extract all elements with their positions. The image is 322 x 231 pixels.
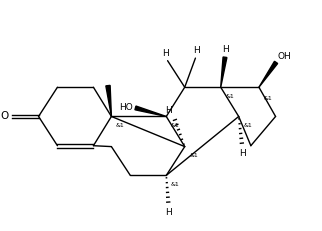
Text: H: H [166,106,172,115]
Text: H: H [223,45,229,54]
Text: O: O [1,112,9,122]
Text: &1: &1 [171,123,180,128]
Text: H: H [239,149,245,158]
Text: &1: &1 [243,123,252,128]
Text: HO: HO [119,103,133,112]
Text: &1: &1 [225,94,234,99]
Polygon shape [135,106,166,116]
Text: &1: &1 [116,123,125,128]
Polygon shape [106,85,111,116]
Text: H: H [165,208,172,217]
Text: H: H [162,49,169,58]
Text: &1: &1 [189,153,198,158]
Polygon shape [221,57,227,87]
Text: &1: &1 [171,182,180,187]
Text: H: H [193,46,200,55]
Text: OH: OH [278,52,291,61]
Polygon shape [259,61,278,87]
Text: &1: &1 [264,96,272,101]
